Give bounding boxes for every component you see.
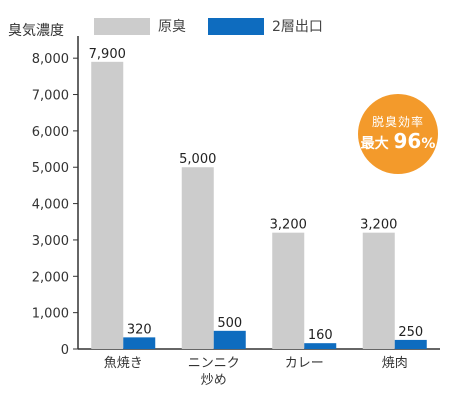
legend: 原臭 2層出口 bbox=[94, 16, 345, 36]
legend-label-original: 原臭 bbox=[158, 19, 186, 35]
badge-value: 96 bbox=[393, 128, 422, 153]
bar-outlet bbox=[394, 339, 427, 349]
legend-item-outlet: 2層出口 bbox=[208, 16, 323, 36]
y-tick-label: 0 bbox=[61, 343, 69, 358]
legend-swatch-outlet bbox=[208, 17, 264, 35]
data-label-original: 7,900 bbox=[89, 47, 126, 62]
x-tick-label: カレー bbox=[285, 356, 324, 371]
y-tick-label: 8,000 bbox=[32, 52, 69, 67]
bar-outlet bbox=[213, 330, 246, 349]
data-label-outlet: 320 bbox=[127, 322, 152, 337]
bar-original bbox=[272, 232, 305, 349]
bar-original bbox=[91, 61, 124, 349]
x-tick-label: 炒め bbox=[201, 373, 227, 388]
y-tick-label: 1,000 bbox=[32, 307, 69, 322]
bar-original bbox=[362, 232, 395, 349]
y-tick-label: 3,000 bbox=[32, 234, 69, 249]
bar-outlet bbox=[123, 337, 156, 349]
bar-outlet bbox=[304, 343, 337, 349]
badge-value-line: 最大 96% bbox=[361, 130, 436, 155]
bar-original bbox=[181, 167, 214, 349]
y-axis-label: 臭気濃度 bbox=[8, 23, 64, 39]
y-tick-label: 7,000 bbox=[32, 89, 69, 104]
data-label-original: 3,200 bbox=[360, 218, 397, 233]
x-tick-label: ニンニク bbox=[188, 356, 240, 371]
badge-prefix: 最大 bbox=[360, 135, 389, 152]
y-tick-label: 4,000 bbox=[32, 198, 69, 213]
x-tick-label: 焼肉 bbox=[382, 356, 408, 371]
data-label-outlet: 160 bbox=[308, 328, 333, 343]
data-label-outlet: 500 bbox=[217, 316, 242, 331]
y-tick-label: 2,000 bbox=[32, 270, 69, 285]
data-label-original: 3,200 bbox=[270, 218, 307, 233]
x-tick-label: 魚焼き bbox=[104, 356, 143, 371]
legend-item-original: 原臭 bbox=[94, 16, 186, 36]
badge-title: 脱臭効率 bbox=[371, 114, 424, 129]
y-tick-label: 5,000 bbox=[32, 161, 69, 176]
data-label-original: 5,000 bbox=[179, 152, 216, 167]
legend-swatch-original bbox=[94, 17, 150, 35]
efficiency-badge: 脱臭効率 最大 96% bbox=[358, 94, 438, 174]
y-tick-label: 6,000 bbox=[32, 125, 69, 140]
legend-label-outlet: 2層出口 bbox=[272, 19, 323, 35]
badge-unit: % bbox=[421, 135, 436, 152]
data-label-outlet: 250 bbox=[398, 325, 423, 340]
